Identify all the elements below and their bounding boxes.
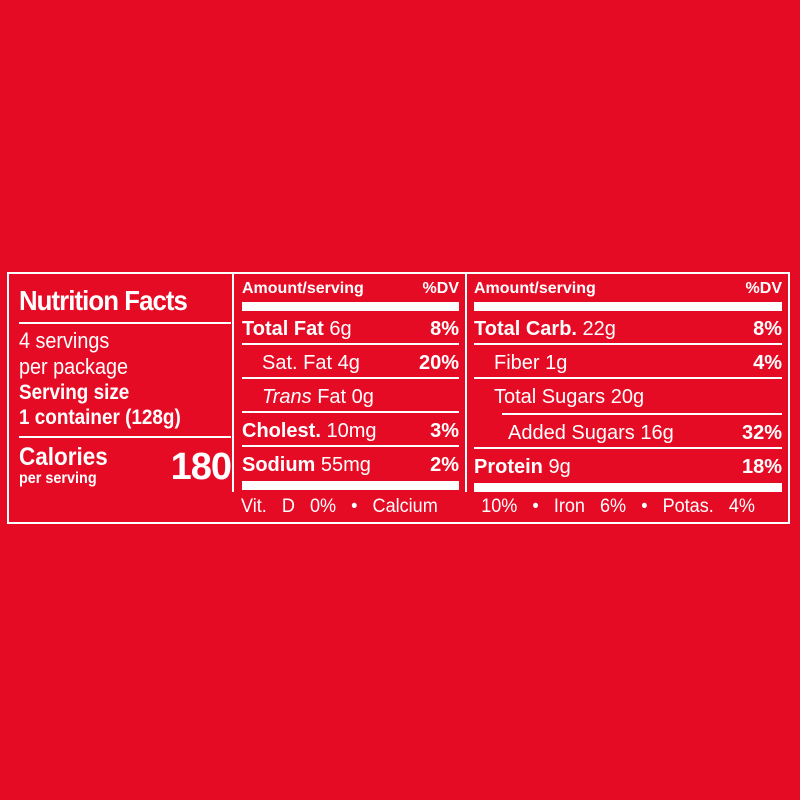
thick-divider [474, 483, 782, 492]
header-amount: Amount/serving [242, 280, 364, 297]
column-header: Amount/serving %DV [474, 274, 782, 298]
serving-size-label: Serving size [19, 381, 130, 404]
bullet-icon: • [641, 496, 648, 517]
nutrient-column-2: Amount/serving %DV Total Carb. 22g 8% Fib… [474, 274, 782, 492]
nutrient-row: Total Sugars 20g [494, 386, 645, 408]
header-amount: Amount/serving [474, 280, 596, 297]
nutrient-row: Fiber 1g 4% [474, 345, 782, 379]
nutrient-row: Sodium 55mg 2% [242, 454, 459, 476]
label-summary: Nutrition Facts 4 servings per package S… [19, 274, 232, 522]
vitamin-text: 4% [728, 496, 755, 517]
header-dv: %DV [422, 280, 459, 297]
vitamin-text: Iron [553, 496, 585, 517]
servings-count: 4 servings [19, 328, 110, 353]
calories-sub: per serving [19, 470, 97, 487]
header-dv: %DV [745, 280, 782, 297]
vitamin-text: Potas. [662, 496, 714, 517]
calories-value: 180 [170, 446, 232, 488]
column-header: Amount/serving %DV [242, 274, 459, 298]
column-divider [232, 274, 234, 492]
bullet-icon: • [532, 496, 539, 517]
servings-unit: per package [19, 354, 128, 379]
nutrient-row: Sat. Fat 4g 20% [242, 345, 459, 379]
bullet-icon: • [351, 496, 358, 517]
nutrient-row: Cholest. 10mg 3% [242, 413, 459, 447]
nutrient-row: Trans Fat 0g [242, 379, 459, 413]
calories: Calories per serving 180 [19, 438, 232, 498]
vitamin-text: 10% [481, 496, 518, 517]
nutrition-facts-label: Nutrition Facts 4 servings per package S… [7, 272, 790, 524]
nutrient-row: Protein 9g 18% [474, 456, 782, 478]
divider [19, 436, 231, 438]
nutrient-column-1: Amount/serving %DV Total Fat 6g 8% Sat. F… [242, 274, 459, 490]
vitamins-row: Vit. D 0% • Calcium 10% • Iron 6% • Pota… [241, 496, 755, 518]
calories-label: Calories [19, 443, 108, 471]
vitamin-text: Vit. [241, 496, 267, 517]
vitamin-text: 6% [600, 496, 627, 517]
nutrient-row: Added Sugars 16g 32% [474, 415, 782, 449]
label-title: Nutrition Facts [19, 285, 188, 316]
nutrient-row: Total Carb. 22g 8% [474, 311, 782, 345]
divider [19, 322, 231, 324]
vitamin-text: Calcium [372, 496, 438, 517]
vitamin-text: D [281, 496, 295, 517]
thick-divider [242, 302, 459, 311]
column-divider [465, 274, 467, 492]
divider [502, 413, 782, 415]
thick-divider [242, 481, 459, 490]
servings-per-package: 4 servings per package [19, 328, 210, 380]
nutrient-row: Total Fat 6g 8% [242, 311, 459, 345]
thick-divider [474, 302, 782, 311]
serving-size: Serving size 1 container (128g) [19, 380, 210, 430]
vitamin-text: 0% [309, 496, 337, 517]
serving-size-value: 1 container (128g) [19, 406, 181, 429]
